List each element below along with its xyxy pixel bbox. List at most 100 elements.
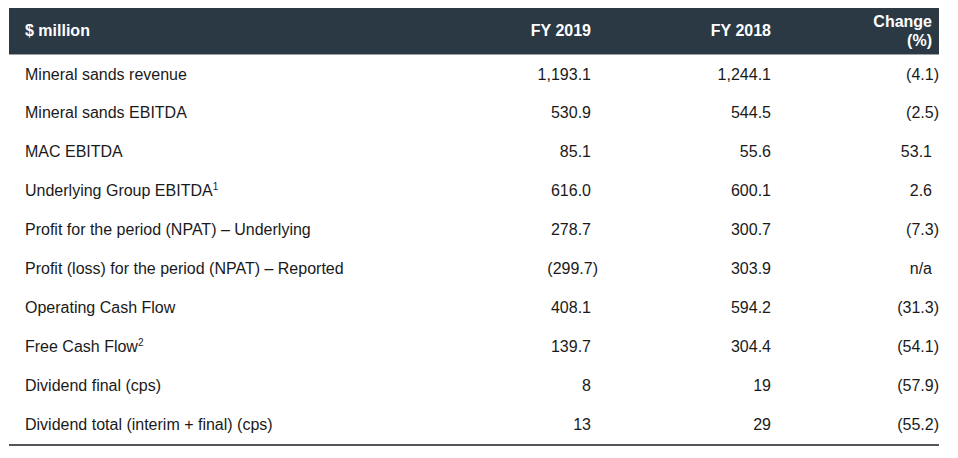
- table-body: Mineral sands revenue 1,193.1 1,244.1 (4.1)…: [9, 55, 939, 445]
- change-cell: 53.1: [778, 133, 939, 172]
- fy2018-cell: 600.1: [598, 172, 778, 211]
- change-value: 53.1: [901, 143, 939, 160]
- row-label-text: Dividend total (interim + final) (cps): [25, 416, 273, 433]
- change-cell: (55.2): [778, 406, 939, 445]
- row-label: Mineral sands revenue: [9, 55, 418, 94]
- row-label: Dividend final (cps): [9, 367, 418, 406]
- fy2018-value: 29: [753, 416, 778, 433]
- fy2019-value: 1,193.1: [538, 66, 598, 83]
- change-cell: 2.6: [778, 172, 939, 211]
- row-label: MAC EBITDA: [9, 133, 418, 172]
- fy2018-value: 1,244.1: [718, 66, 778, 83]
- change-cell: n/a: [778, 250, 939, 289]
- unit-header: $ million: [9, 8, 418, 55]
- table-row: Dividend final (cps) 8 19 (57.9): [9, 367, 939, 406]
- row-label: Operating Cash Flow: [9, 289, 418, 328]
- row-label-text: Operating Cash Flow: [25, 299, 175, 316]
- change-cell: (7.3): [778, 211, 939, 250]
- fy2019-cell: (299.7): [418, 250, 598, 289]
- fy2019-cell: 616.0: [418, 172, 598, 211]
- financial-summary: $ million FY 2019 FY 2018 Change (%) Mine…: [9, 8, 939, 446]
- fy2019-cell: 139.7: [418, 328, 598, 367]
- fy2019-cell: 530.9: [418, 94, 598, 133]
- change-cell: (54.1): [778, 328, 939, 367]
- table-header: $ million FY 2019 FY 2018 Change (%): [9, 8, 939, 55]
- table-row: MAC EBITDA 85.1 55.6 53.1: [9, 133, 939, 172]
- change-cell: (4.1): [778, 55, 939, 94]
- fy2018-cell: 1,244.1: [598, 55, 778, 94]
- fy2018-value: 544.5: [731, 104, 778, 121]
- col-header-fy2019: FY 2019: [418, 8, 598, 55]
- fy2018-value: 303.9: [731, 260, 778, 277]
- footnote-marker: 1: [213, 181, 219, 192]
- fy2019-cell: 8: [418, 367, 598, 406]
- fy2019-value: 530.9: [551, 104, 598, 121]
- fy2019-value: 278.7: [551, 221, 598, 238]
- row-label: Underlying Group EBITDA1: [9, 172, 418, 211]
- fy2018-cell: 303.9: [598, 250, 778, 289]
- change-header-line1: Change: [873, 13, 932, 30]
- change-value: (31.3): [897, 299, 939, 316]
- row-label-text: Mineral sands revenue: [25, 66, 187, 83]
- row-label-text: Underlying Group EBITDA: [25, 182, 213, 199]
- table-row: Operating Cash Flow 408.1 594.2 (31.3): [9, 289, 939, 328]
- fy2018-value: 304.4: [731, 338, 778, 355]
- change-cell: (57.9): [778, 367, 939, 406]
- change-value: (55.2): [897, 416, 939, 433]
- change-value: n/a: [910, 260, 939, 277]
- row-label-text: Mineral sands EBITDA: [25, 104, 187, 121]
- change-header-line2: (%): [907, 32, 932, 49]
- fy2018-cell: 19: [598, 367, 778, 406]
- fy2018-value: 600.1: [731, 182, 778, 199]
- row-label: Profit for the period (NPAT) – Underlyin…: [9, 211, 418, 250]
- change-value: (57.9): [897, 377, 939, 394]
- table-row: Dividend total (interim + final) (cps) 13…: [9, 406, 939, 445]
- change-value: (2.5): [906, 104, 939, 121]
- table-row: Mineral sands EBITDA 530.9 544.5 (2.5): [9, 94, 939, 133]
- fy2019-cell: 278.7: [418, 211, 598, 250]
- fy2019-cell: 13: [418, 406, 598, 445]
- table-row: Free Cash Flow2 139.7 304.4 (54.1): [9, 328, 939, 367]
- fy2018-value: 55.6: [740, 143, 778, 160]
- col-header-change: Change (%): [778, 8, 939, 55]
- table-row: Mineral sands revenue 1,193.1 1,244.1 (4.1): [9, 55, 939, 94]
- row-label: Free Cash Flow2: [9, 328, 418, 367]
- fy2018-value: 594.2: [731, 299, 778, 316]
- fy2019-cell: 85.1: [418, 133, 598, 172]
- fy2019-cell: 408.1: [418, 289, 598, 328]
- fy2018-cell: 300.7: [598, 211, 778, 250]
- fy2018-value: 19: [753, 377, 778, 394]
- row-label: Mineral sands EBITDA: [9, 94, 418, 133]
- fy2019-value: 408.1: [551, 299, 598, 316]
- change-cell: (31.3): [778, 289, 939, 328]
- row-label-text: Profit (loss) for the period (NPAT) – Re…: [25, 260, 344, 277]
- row-label: Dividend total (interim + final) (cps): [9, 406, 418, 445]
- fy2018-cell: 29: [598, 406, 778, 445]
- fy2018-cell: 55.6: [598, 133, 778, 172]
- row-label-text: MAC EBITDA: [25, 143, 123, 160]
- fy2019-value: 13: [573, 416, 598, 433]
- col-header-fy2018: FY 2018: [598, 8, 778, 55]
- fy2019-cell: 1,193.1: [418, 55, 598, 94]
- results-table: $ million FY 2019 FY 2018 Change (%) Mine…: [9, 8, 939, 446]
- table-row: Profit for the period (NPAT) – Underlyin…: [9, 211, 939, 250]
- footnote-marker: 2: [138, 337, 144, 348]
- row-label-text: Profit for the period (NPAT) – Underlyin…: [25, 221, 311, 238]
- fy2018-cell: 594.2: [598, 289, 778, 328]
- change-value: (54.1): [897, 338, 939, 355]
- row-label: Profit (loss) for the period (NPAT) – Re…: [9, 250, 418, 289]
- table-row: Underlying Group EBITDA1 616.0 600.1 2.6: [9, 172, 939, 211]
- change-cell: (2.5): [778, 94, 939, 133]
- table-row: Profit (loss) for the period (NPAT) – Re…: [9, 250, 939, 289]
- fy2019-value: 85.1: [560, 143, 598, 160]
- fy2019-value: 616.0: [551, 182, 598, 199]
- row-label-text: Free Cash Flow: [25, 338, 138, 355]
- header-row: $ million FY 2019 FY 2018 Change (%): [9, 8, 939, 55]
- fy2018-cell: 544.5: [598, 94, 778, 133]
- change-value: (4.1): [906, 66, 939, 83]
- change-value: 2.6: [910, 182, 939, 199]
- fy2019-value: (299.7): [547, 260, 598, 277]
- fy2019-value: 8: [582, 377, 598, 394]
- fy2019-value: 139.7: [551, 338, 598, 355]
- fy2018-cell: 304.4: [598, 328, 778, 367]
